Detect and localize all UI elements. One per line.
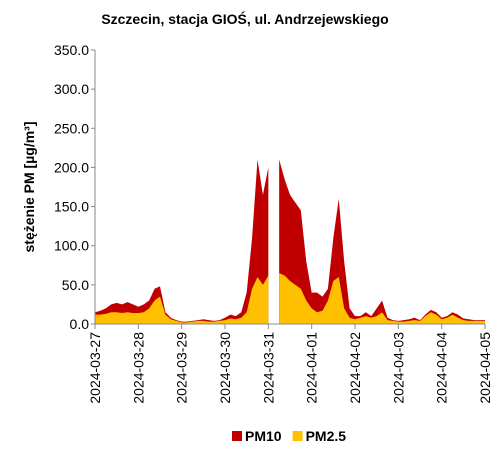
x-tick-label: 2024-03-29 xyxy=(174,332,190,404)
area-0 xyxy=(95,159,485,324)
y-tick-label: 200.0 xyxy=(54,159,89,175)
y-tick-label: 350.0 xyxy=(54,42,89,58)
legend-label: PM2.5 xyxy=(306,428,347,444)
x-tick-label: 2024-03-31 xyxy=(260,332,276,404)
y-tick-label: 100.0 xyxy=(54,238,89,254)
y-tick-label: 250.0 xyxy=(54,120,89,136)
legend-label: PM10 xyxy=(245,428,282,444)
x-tick-label: 2024-04-05 xyxy=(477,332,493,404)
x-tick-label: 2024-03-30 xyxy=(217,332,233,404)
y-tick-label: 150.0 xyxy=(54,199,89,215)
y-tick-label: 300.0 xyxy=(54,81,89,97)
chart-title: Szczecin, stacja GIOŚ, ul. Andrzejewskie… xyxy=(101,10,388,27)
x-tick-label: 2024-04-04 xyxy=(434,332,450,404)
x-tick-label: 2024-04-01 xyxy=(304,332,320,404)
y-axis-label: stężenie PM [µg/m³] xyxy=(21,122,37,253)
legend-swatch xyxy=(292,431,303,441)
x-tick-label: 2024-04-02 xyxy=(347,332,363,404)
legend-swatch xyxy=(232,431,242,441)
x-tick-label: 2024-03-28 xyxy=(130,332,146,404)
x-tick-label: 2024-03-27 xyxy=(87,332,103,404)
x-tick-label: 2024-04-03 xyxy=(390,332,406,404)
area-1 xyxy=(95,273,485,324)
y-tick-label: 0.0 xyxy=(70,316,90,332)
y-tick-label: 50.0 xyxy=(62,277,89,293)
